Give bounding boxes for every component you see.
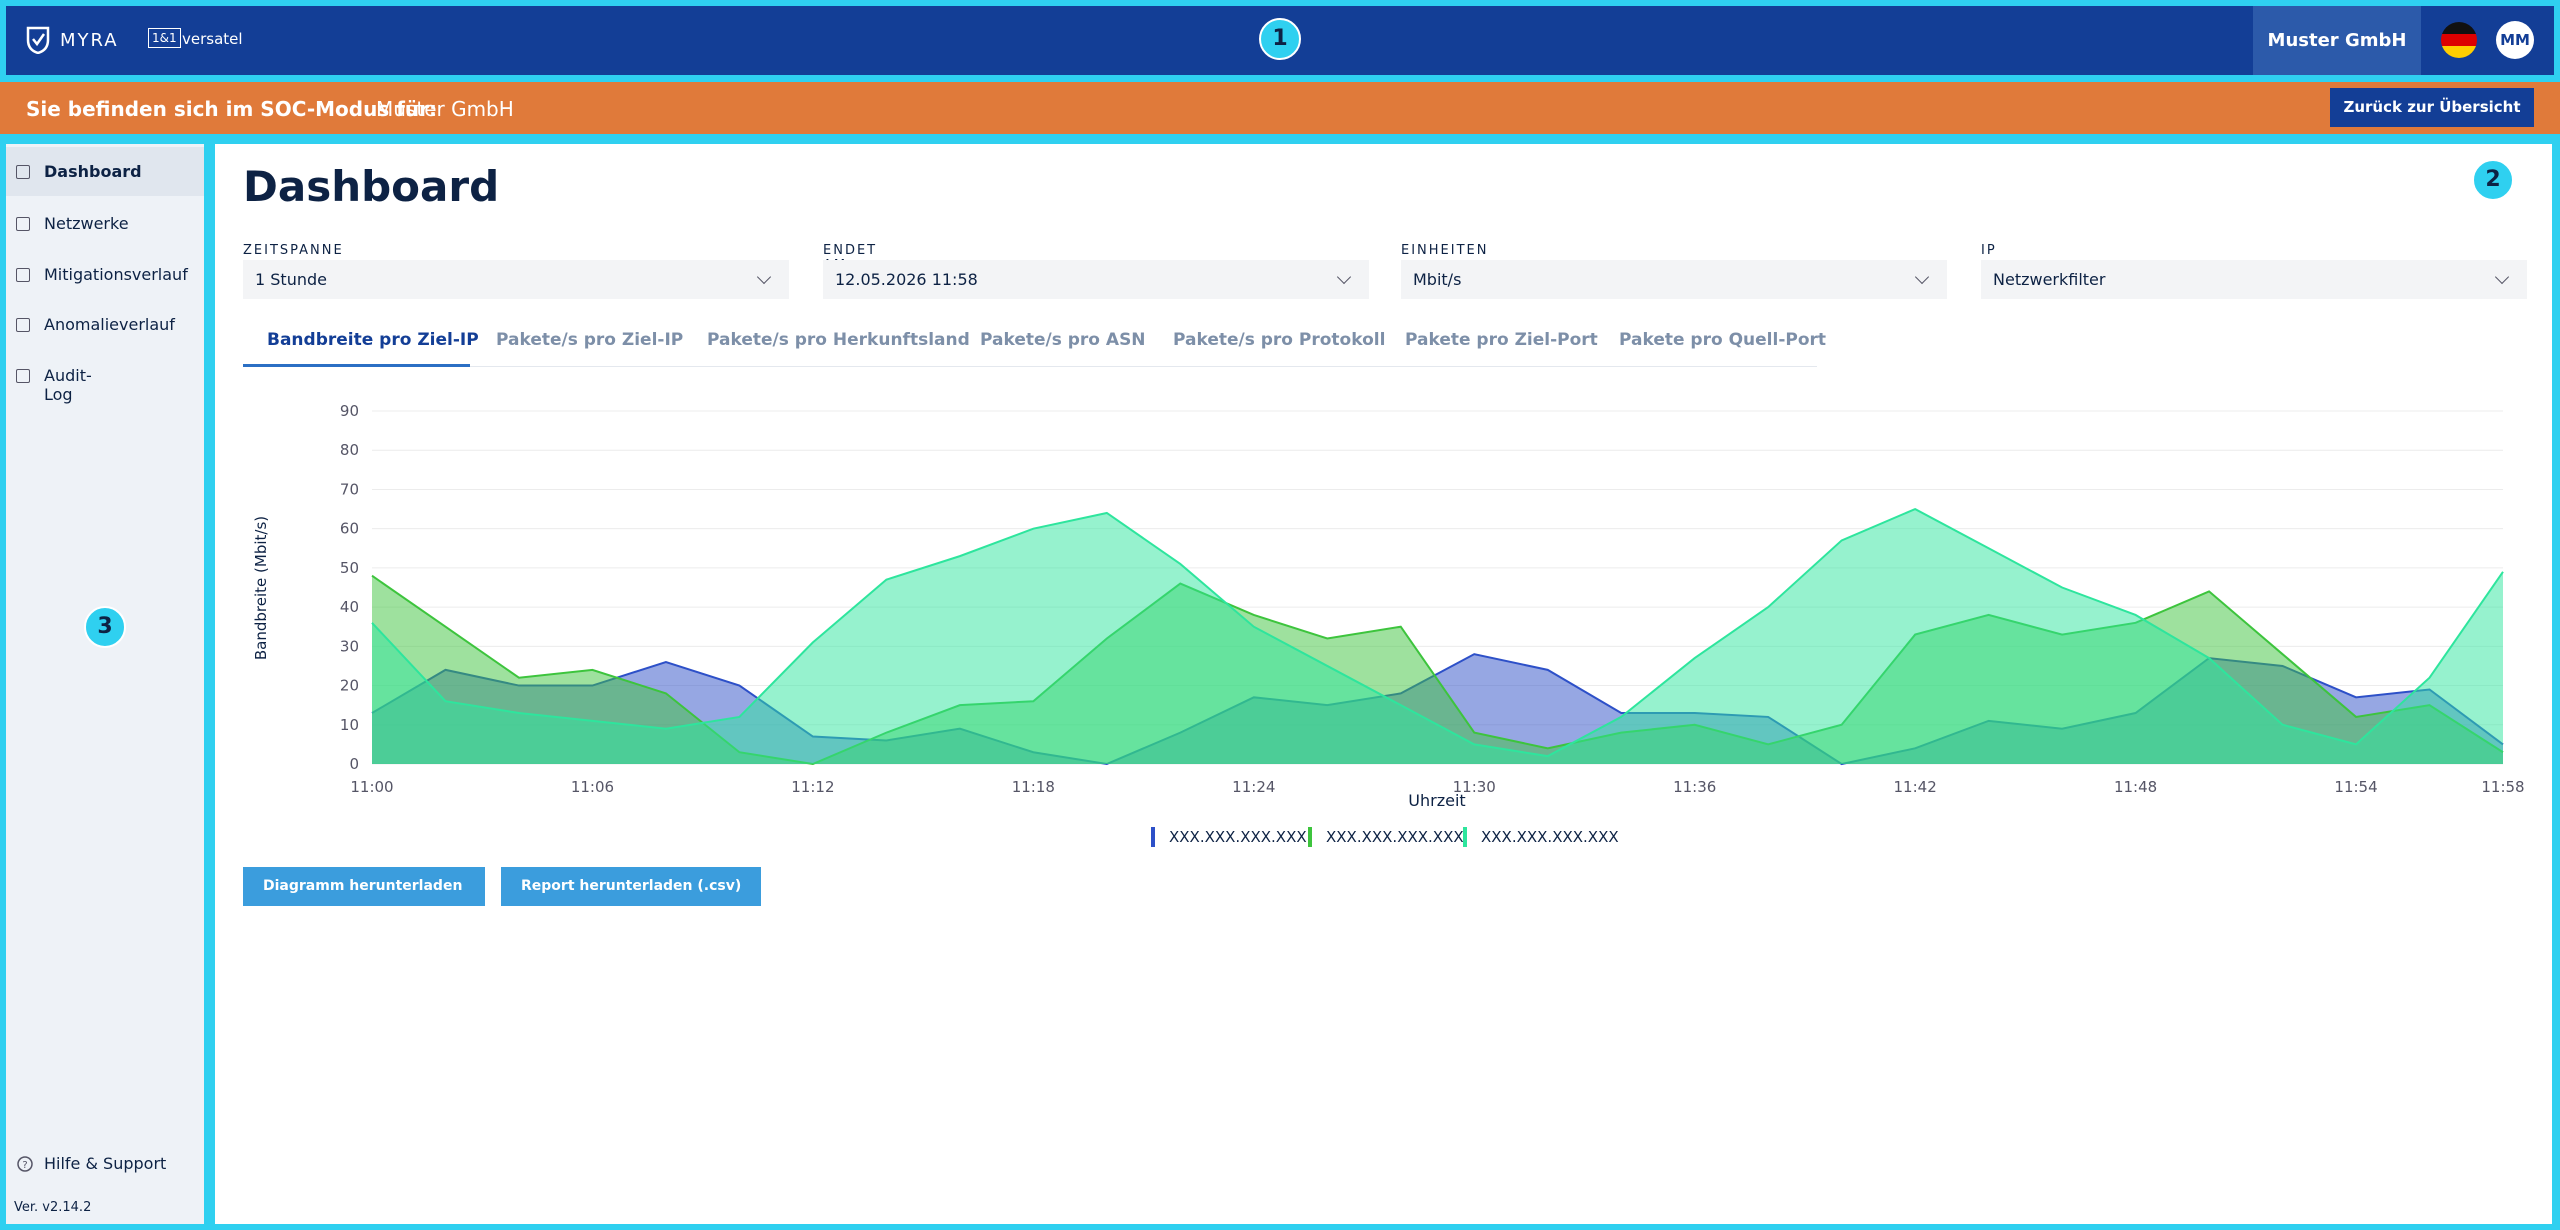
logo: MYRA [60, 30, 119, 51]
avatar[interactable]: MM [2496, 21, 2534, 59]
nav-item[interactable]: Dashboard [44, 162, 142, 181]
legend-label: XXX.XXX.XXX.XXX [1326, 828, 1464, 846]
legend-swatch [1151, 827, 1155, 847]
nav-item[interactable]: Audit-Log [44, 366, 92, 404]
y-tick-label: 50 [340, 559, 359, 577]
x-tick-label: 11:00 [350, 778, 393, 796]
marker: 1 [1259, 18, 1301, 60]
page-title: Dashboard [243, 162, 500, 211]
marker: 3 [84, 606, 126, 648]
y-tick-label: 60 [340, 520, 359, 538]
filter-input[interactable]: Netzwerkfilter [1981, 260, 2527, 299]
nav-icon [16, 318, 30, 332]
x-tick-label: 11:12 [791, 778, 834, 796]
svg-text:?: ? [22, 1160, 27, 1171]
nav-item[interactable]: Anomalieverlauf [44, 315, 175, 334]
line [371, 507, 2504, 758]
logo-icon [26, 26, 50, 54]
company-switch[interactable]: Muster GmbH [2253, 6, 2421, 75]
y-tick-label: 20 [340, 677, 359, 695]
partner: versatel [182, 30, 243, 48]
language-flag[interactable] [2441, 22, 2477, 58]
tab[interactable]: Pakete/s pro Protokoll [1173, 330, 1386, 350]
x-tick-label: 11:42 [1894, 778, 1937, 796]
version: Ver. v2.14.2 [14, 1200, 92, 1215]
tab[interactable]: Pakete pro Ziel-Port [1405, 330, 1598, 350]
x-tick-label: 11:18 [1012, 778, 1055, 796]
partner-badge: 1&1 [148, 28, 181, 48]
help-icon: ? [17, 1156, 33, 1172]
y-tick-label: 30 [340, 637, 359, 655]
active-item-bg [6, 147, 204, 196]
marker: 2 [2472, 159, 2514, 201]
filter-input[interactable]: 12.05.2026 11:58 [823, 260, 1369, 299]
nav-icon [16, 165, 30, 179]
legend-swatch [1308, 827, 1312, 847]
x-tick-label: 11:06 [571, 778, 614, 796]
x-tick-label: 11:48 [2114, 778, 2157, 796]
nav-icon [16, 369, 30, 383]
x-axis-label: Uhrzeit [1408, 791, 1465, 810]
nav-item[interactable]: Netzwerke [44, 214, 129, 233]
soc-company: Muster GmbH [376, 97, 514, 121]
filter-label: ZEITSPANNE [243, 243, 344, 258]
tab[interactable]: Pakete pro Quell-Port [1619, 330, 1827, 350]
x-tick-label: 11:36 [1673, 778, 1716, 796]
y-tick-label: 80 [340, 441, 359, 459]
back-button[interactable]: Zurück zur Übersicht [2330, 88, 2534, 127]
y-axis-label: Bandbreite (Mbit/s) [252, 516, 270, 660]
x-tick-label: 11:54 [2334, 778, 2377, 796]
filter-label: EINHEITEN [1401, 243, 1489, 258]
nav-icon [16, 217, 30, 231]
y-tick-label: 0 [349, 755, 359, 773]
tab[interactable]: Bandbreite pro Ziel-IP [267, 330, 479, 350]
nav-item[interactable]: Mitigationsverlauf [44, 265, 188, 284]
tab[interactable]: Pakete/s pro Ziel-IP [496, 330, 684, 350]
x-tick-label: 11:58 [2481, 778, 2524, 796]
sidebar: Dashboard Netzwerke Mitigationsverlauf Anom… [6, 144, 204, 1224]
y-tick-label: 70 [340, 480, 359, 498]
chart: Bandbreite (Mbit/s) Uhrzeit 0 10 20 30 40 50 6… [252, 402, 2525, 847]
filter-input[interactable]: Mbit/s [1401, 260, 1947, 299]
y-tick-label: 10 [340, 716, 359, 734]
x-tick-label: 11:30 [1453, 778, 1496, 796]
top-bar: MYRA 1&1 versatel 1 Muster GmbH MM [6, 6, 2554, 75]
tab-line [243, 366, 1817, 367]
x-tick-label: 11:24 [1232, 778, 1275, 796]
area [372, 509, 2503, 764]
y-tick-label: 90 [340, 402, 359, 420]
soc-bar: Sie befinden sich im SOC-Modus für: Must… [0, 82, 2560, 134]
y-tick-label: 40 [340, 598, 359, 616]
nav-icon [16, 268, 30, 282]
legend-swatch [1463, 827, 1467, 847]
legend-label: XXX.XXX.XXX.XXX [1169, 828, 1307, 846]
filter-label: IP [1981, 243, 1997, 258]
help-link[interactable]: Hilfe & Support [44, 1154, 167, 1173]
active-tab-underline [243, 364, 470, 367]
legend-label: XXX.XXX.XXX.XXX [1481, 828, 1619, 846]
button[interactable]: Diagramm herunterladen [243, 867, 485, 906]
soc-label: Sie befinden sich im SOC-Modus für: [26, 97, 437, 121]
tab[interactable]: Pakete/s pro ASN [980, 330, 1146, 350]
button[interactable]: Report herunterladen (.csv) [501, 867, 761, 906]
tab[interactable]: Pakete/s pro Herkunftsland [707, 330, 970, 350]
filter-input[interactable]: 1 Stunde [243, 260, 789, 299]
